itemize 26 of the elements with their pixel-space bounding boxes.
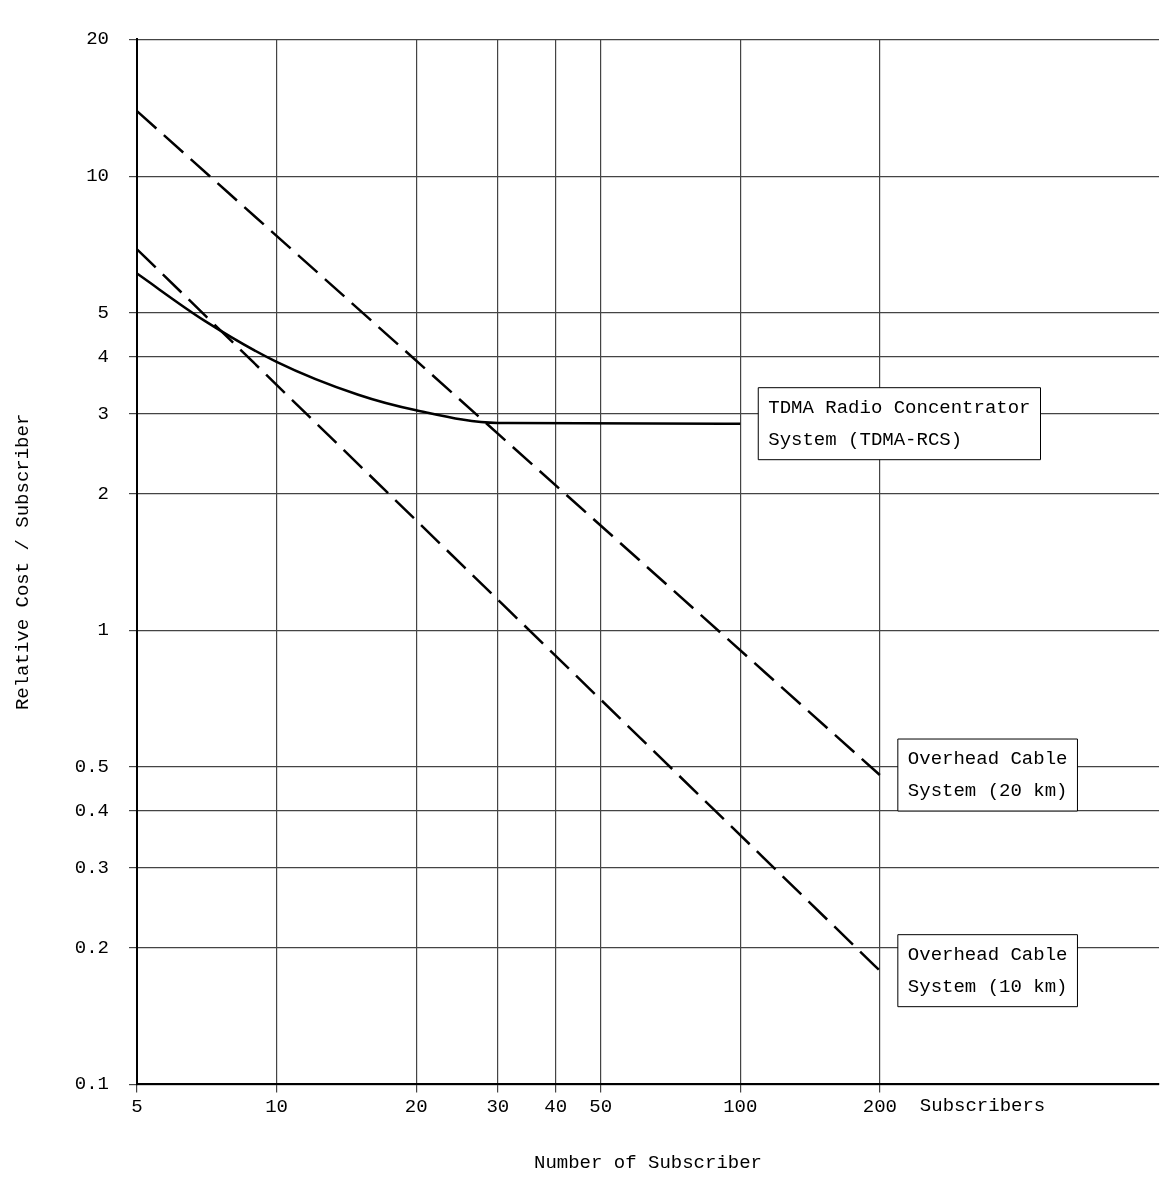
x-tick-label: 20	[404, 1095, 428, 1118]
y-axis-title: Relative Cost / Subscriber	[12, 413, 35, 711]
y-tick-label: 0.3	[74, 856, 110, 879]
x-tick-label: 50	[589, 1095, 613, 1118]
x-tick-label: 200	[862, 1095, 897, 1118]
y-tick-label: 3	[97, 402, 110, 425]
y-tick-label: 5	[97, 301, 110, 324]
x-tick-label: 10	[265, 1095, 288, 1118]
y-tick-label: 0.2	[74, 936, 110, 959]
y-tick-label: 4	[97, 345, 110, 368]
y-tick-label: 0.4	[74, 800, 110, 823]
y-tick-label: 2	[97, 482, 110, 505]
y-tick-label: 0.1	[74, 1073, 110, 1096]
text: Subscribers	[919, 1094, 1046, 1117]
y-tick-label: 0.5	[74, 756, 110, 778]
series-label: TDMA Radio Concentrator System (TDMA-RCS)	[768, 396, 1031, 451]
series-label: Overhead Cable System (10 km)	[907, 943, 1068, 998]
x-tick-label: 100	[723, 1095, 758, 1118]
x-axis-title: Number of Subscriber	[533, 1151, 763, 1174]
y-tick-label: 1	[97, 619, 110, 642]
y-tick-label: 20	[86, 28, 110, 51]
x-tick-label: 30	[486, 1095, 510, 1118]
y-tick-label: 10	[86, 165, 110, 188]
series-label: Overhead Cable System (20 km)	[907, 748, 1068, 803]
x-tick-label: 40	[544, 1095, 568, 1118]
x-tick-label: 5	[131, 1095, 143, 1118]
